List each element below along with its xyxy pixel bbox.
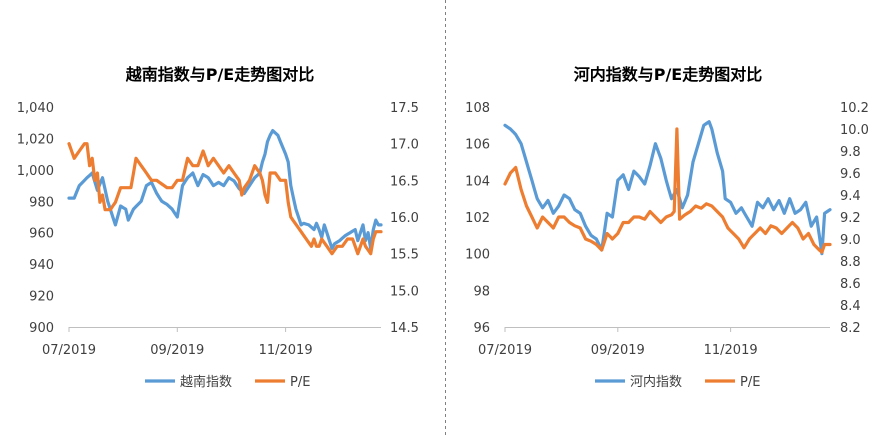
vn-right-tick-label: 17.0 bbox=[390, 138, 419, 153]
hn-right-tick-label: 8.2 bbox=[840, 321, 861, 336]
vn-right-tick-label: 15.0 bbox=[390, 284, 419, 299]
vn-left-tick-label: 980 bbox=[29, 195, 54, 210]
hn-right-tick-label: 8.4 bbox=[840, 299, 861, 314]
vn-legend-index-label: 越南指数 bbox=[180, 374, 232, 390]
vn-left-tick-label: 1,040 bbox=[17, 101, 54, 116]
vn-pe-line bbox=[67, 142, 383, 256]
vn-right-tick-label: 14.5 bbox=[390, 321, 419, 336]
hn-right-tick-label: 9.6 bbox=[840, 167, 861, 182]
hn-index-chart: 河内指数与P/E走势图对比 108 106 104 102 100 98 96 10.2 10.0… bbox=[465, 65, 869, 390]
vn-chart-title: 越南指数与P/E走势图对比 bbox=[125, 65, 315, 84]
vn-x-tick-label: 07/2019 bbox=[42, 343, 96, 358]
vn-right-tick-label: 16.0 bbox=[390, 211, 419, 226]
hn-right-tick-label: 8.8 bbox=[840, 255, 861, 270]
hn-legend-index-label: 河内指数 bbox=[630, 374, 682, 390]
hn-right-tick-label: 10.0 bbox=[840, 123, 869, 138]
hn-right-tick-label: 9.0 bbox=[840, 233, 861, 248]
hn-legend-pe-label: P/E bbox=[740, 375, 760, 390]
vn-legend-pe-label: P/E bbox=[290, 375, 310, 390]
vn-right-tick-label: 17.5 bbox=[390, 101, 419, 116]
vn-left-tick-label: 960 bbox=[29, 227, 54, 242]
vn-left-tick-label: 940 bbox=[29, 258, 54, 273]
hn-right-tick-label: 9.4 bbox=[840, 189, 861, 204]
vn-left-tick-label: 1,020 bbox=[17, 132, 54, 147]
hn-left-tick-label: 98 bbox=[473, 284, 490, 299]
vn-x-tick-label: 11/2019 bbox=[259, 343, 313, 358]
hn-left-tick-label: 100 bbox=[465, 248, 490, 263]
vn-index-chart: 越南指数与P/E走势图对比 1,040 1,020 1,000 980 960 940 920… bbox=[17, 65, 419, 390]
hn-x-tick-label: 07/2019 bbox=[478, 343, 532, 358]
hn-x-tick-label: 09/2019 bbox=[591, 343, 645, 358]
vn-left-tick-label: 920 bbox=[29, 290, 54, 305]
hn-chart-title: 河内指数与P/E走势图对比 bbox=[574, 65, 763, 84]
hn-left-tick-label: 106 bbox=[465, 138, 490, 153]
hn-left-tick-label: 108 bbox=[465, 101, 490, 116]
hn-left-tick-label: 104 bbox=[465, 174, 490, 189]
hn-right-tick-label: 9.2 bbox=[840, 211, 861, 226]
hn-pe-line bbox=[503, 127, 832, 254]
hn-index-line bbox=[503, 120, 832, 256]
vn-index-line bbox=[67, 129, 383, 250]
hn-left-tick-label: 102 bbox=[465, 211, 490, 226]
vn-right-tick-label: 16.5 bbox=[390, 174, 419, 189]
vn-left-tick-label: 1,000 bbox=[17, 164, 54, 179]
hn-left-tick-label: 96 bbox=[473, 321, 490, 336]
vn-x-tick-label: 09/2019 bbox=[150, 343, 204, 358]
hn-right-tick-label: 8.6 bbox=[840, 277, 861, 292]
vn-left-tick-label: 900 bbox=[29, 321, 54, 336]
hn-x-tick-label: 11/2019 bbox=[704, 343, 758, 358]
vn-right-tick-label: 15.5 bbox=[390, 248, 419, 263]
hn-right-tick-label: 9.8 bbox=[840, 145, 861, 160]
hn-right-tick-label: 10.2 bbox=[840, 101, 869, 116]
